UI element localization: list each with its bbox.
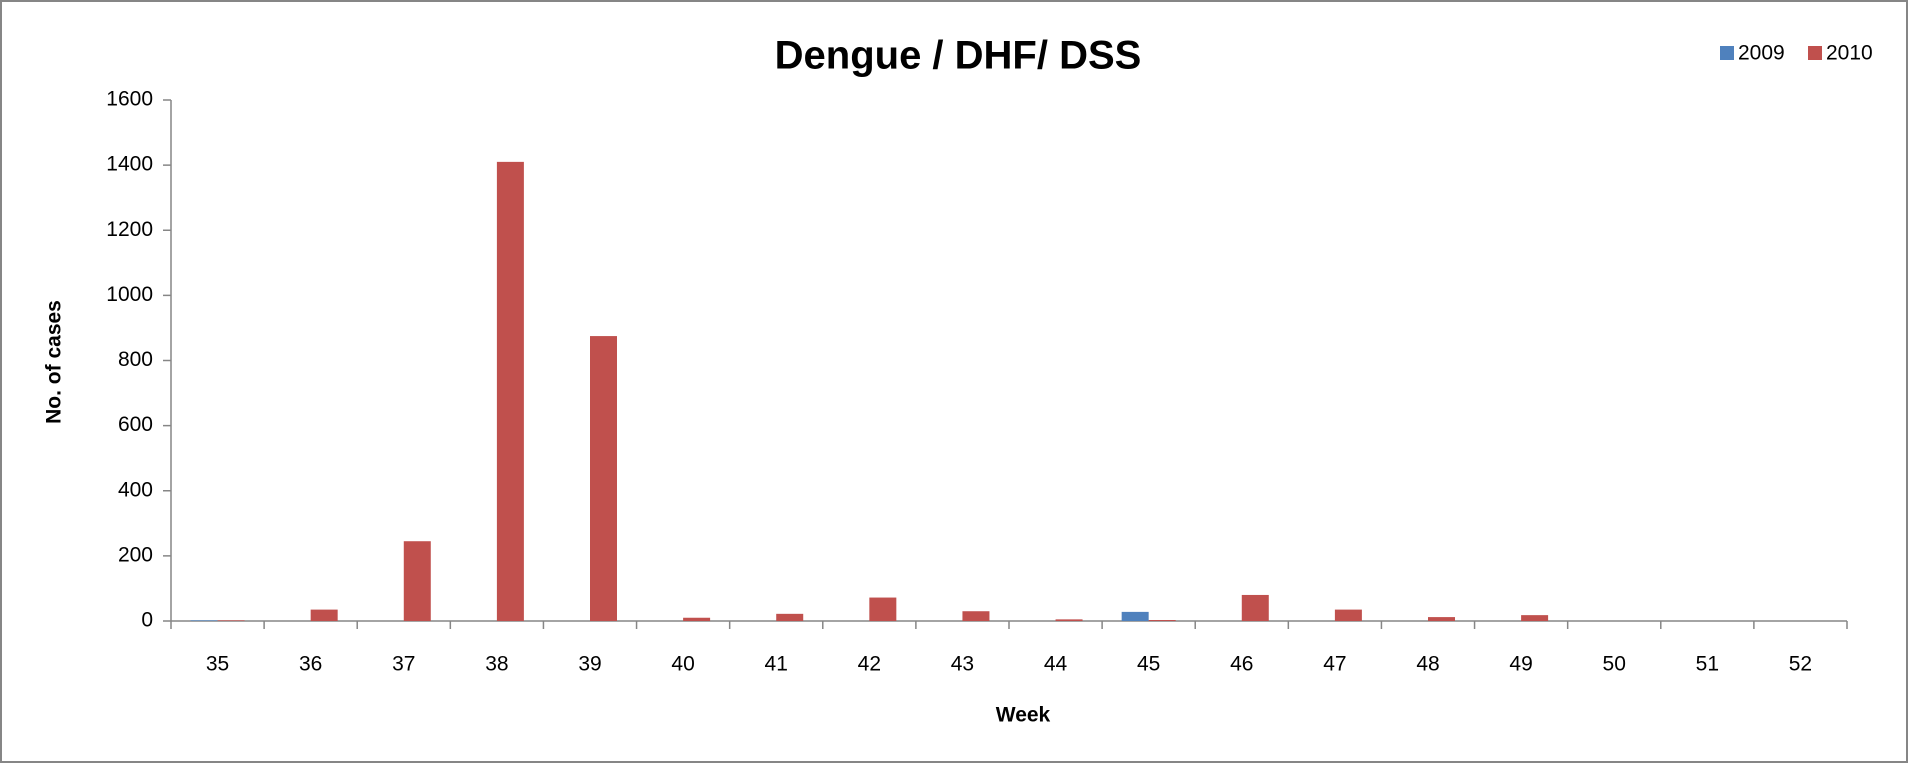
y-tick-label: 400 (118, 478, 153, 501)
bar (1121, 611, 1149, 621)
bar (683, 617, 711, 621)
bar (962, 611, 990, 621)
x-axis-label: Week (996, 704, 1051, 727)
x-tick-label: 52 (1789, 653, 1812, 676)
bar (1148, 620, 1176, 621)
x-tick-label: 49 (1509, 653, 1532, 676)
x-tick-label: 40 (671, 653, 694, 676)
x-tick-label: 43 (951, 653, 974, 676)
y-tick-label: 1200 (106, 218, 153, 241)
x-tick-label: 42 (858, 653, 881, 676)
bar (1334, 609, 1362, 621)
legend-label: 2010 (1826, 42, 1873, 65)
x-tick-label: 35 (206, 653, 229, 676)
bar (590, 336, 617, 621)
y-tick-label: 600 (118, 413, 153, 436)
x-tick-label: 36 (299, 653, 322, 676)
y-axis-label: No. of cases (43, 300, 66, 424)
legend-swatch (1720, 46, 1734, 60)
x-tick-label: 37 (392, 653, 415, 676)
bar (496, 161, 524, 621)
bar (403, 541, 431, 621)
bar (1428, 617, 1455, 621)
y-tick-label: 800 (118, 348, 153, 371)
bar (869, 597, 897, 621)
y-tick-label: 1600 (106, 88, 153, 111)
x-tick-label: 50 (1603, 653, 1626, 676)
x-tick-label: 38 (485, 653, 508, 676)
bar (1055, 619, 1083, 621)
x-tick-label: 45 (1137, 653, 1160, 676)
legend-swatch (1808, 46, 1822, 60)
y-tick-label: 200 (118, 543, 153, 566)
x-tick-label: 47 (1323, 653, 1346, 676)
bar (310, 609, 338, 621)
y-tick-label: 0 (141, 609, 153, 632)
bar (1521, 615, 1549, 621)
chart-title: Dengue / DHF/ DSS (775, 34, 1142, 78)
y-tick-label: 1000 (106, 283, 153, 306)
x-tick-label: 51 (1696, 653, 1719, 676)
x-tick-label: 41 (765, 653, 788, 676)
x-tick-label: 46 (1230, 653, 1253, 676)
x-tick-label: 48 (1416, 653, 1439, 676)
x-tick-label: 44 (1044, 653, 1068, 676)
bar (776, 613, 804, 621)
bar (190, 620, 218, 621)
bar (217, 620, 245, 621)
y-tick-label: 1400 (106, 153, 153, 176)
bar (1241, 594, 1269, 621)
legend-label: 2009 (1738, 42, 1785, 65)
x-tick-label: 39 (578, 653, 601, 676)
